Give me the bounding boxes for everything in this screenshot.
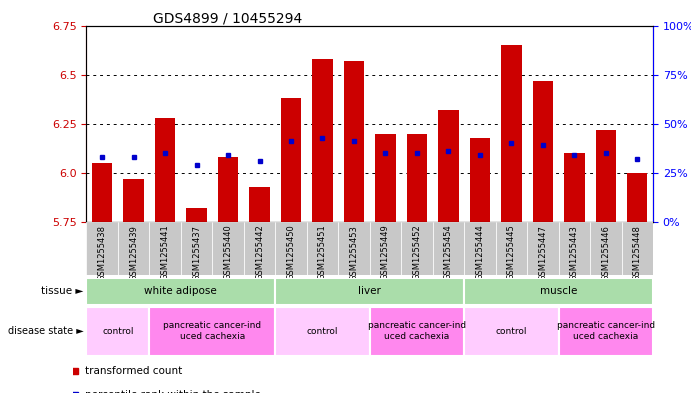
Text: muscle: muscle [540,286,577,296]
Bar [470,138,490,222]
Bar [312,59,332,222]
Text: liver: liver [358,286,381,296]
Text: GSM1255447: GSM1255447 [538,225,547,281]
Text: GSM1255441: GSM1255441 [160,225,169,281]
Bar [564,153,585,222]
Bar [558,222,590,275]
Bar [86,222,118,275]
Text: tissue ►: tissue ► [41,286,84,296]
Text: GSM1255448: GSM1255448 [633,225,642,281]
Text: disease state ►: disease state ► [8,326,84,336]
Bar [495,222,527,275]
Bar [249,187,269,222]
Bar [281,98,301,222]
Bar [501,45,522,222]
Text: control: control [495,327,527,336]
Text: GDS4899 / 10455294: GDS4899 / 10455294 [153,12,303,26]
Bar [275,222,307,275]
Text: pancreatic cancer-ind
uced cachexia: pancreatic cancer-ind uced cachexia [368,321,466,341]
Bar [86,278,275,305]
Bar [307,222,338,275]
Bar [244,222,275,275]
Bar [433,222,464,275]
Bar [187,208,207,222]
Bar [370,222,401,275]
Text: white adipose: white adipose [144,286,217,296]
Text: GSM1255453: GSM1255453 [350,225,359,281]
Text: GSM1255439: GSM1255439 [129,225,138,281]
Bar [155,118,176,222]
Bar [407,134,427,222]
Bar [627,173,647,222]
Bar [401,222,433,275]
Bar [124,179,144,222]
Text: transformed count: transformed count [85,366,182,376]
Bar [338,222,370,275]
Text: GSM1255449: GSM1255449 [381,225,390,281]
Text: GSM1255445: GSM1255445 [507,225,516,281]
Bar [86,307,149,356]
Text: GSM1255450: GSM1255450 [287,225,296,281]
Bar [590,222,621,275]
Bar [464,307,558,356]
Bar [181,222,212,275]
Text: GSM1255443: GSM1255443 [570,225,579,281]
Text: GSM1255454: GSM1255454 [444,225,453,281]
Bar [464,278,653,305]
Bar [464,222,495,275]
Bar [92,163,113,222]
Bar [438,110,459,222]
Text: GSM1255438: GSM1255438 [97,225,106,281]
Bar [275,278,464,305]
Bar [370,307,464,356]
Bar [343,61,364,222]
Bar [275,307,370,356]
Bar [375,134,396,222]
Text: GSM1255444: GSM1255444 [475,225,484,281]
Text: percentile rank within the sample: percentile rank within the sample [85,390,261,393]
Bar [218,157,238,222]
Text: GSM1255437: GSM1255437 [192,225,201,281]
Text: GSM1255442: GSM1255442 [255,225,264,281]
Bar [527,222,558,275]
Bar [118,222,149,275]
Bar [533,81,553,222]
Bar [212,222,244,275]
Text: GSM1255451: GSM1255451 [318,225,327,281]
Text: GSM1255440: GSM1255440 [223,225,233,281]
Text: pancreatic cancer-ind
uced cachexia: pancreatic cancer-ind uced cachexia [163,321,261,341]
Text: pancreatic cancer-ind
uced cachexia: pancreatic cancer-ind uced cachexia [557,321,655,341]
Bar [149,307,275,356]
Bar [621,222,653,275]
Bar [558,307,653,356]
Text: GSM1255452: GSM1255452 [413,225,422,281]
Bar [596,130,616,222]
Text: control: control [307,327,338,336]
Text: GSM1255446: GSM1255446 [601,225,610,281]
Text: control: control [102,327,133,336]
Bar [149,222,181,275]
